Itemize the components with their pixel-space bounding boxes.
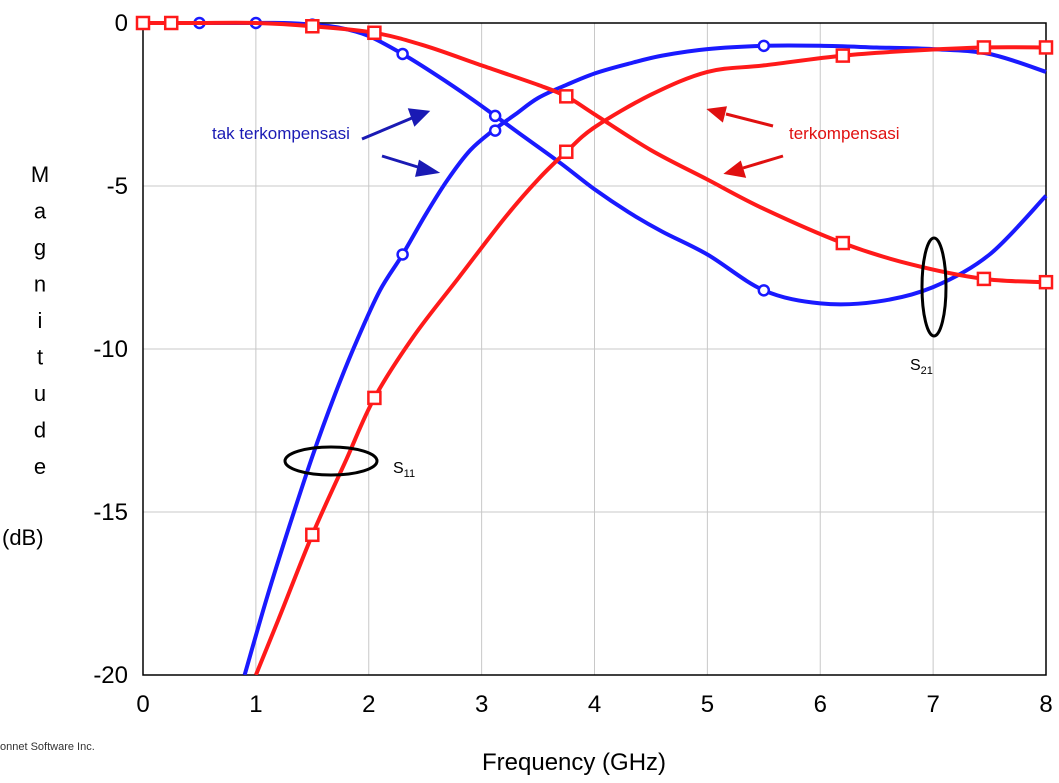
- series-marker-3: [1038, 274, 1054, 290]
- x-tick-label: 1: [249, 691, 262, 718]
- y-axis-label-letter: i: [38, 308, 43, 333]
- x-tick-label: 6: [814, 691, 827, 718]
- series-line-0: [242, 43, 1047, 675]
- x-tick-label: 8: [1039, 691, 1052, 718]
- annotation-compensated: terkompensasi: [789, 124, 900, 143]
- y-axis-label-letter: g: [34, 235, 46, 260]
- x-axis-label: Frequency (GHz): [482, 749, 666, 776]
- series-marker-0: [757, 39, 771, 53]
- x-tick-labels: 0 1 2 3 4 5 6 7 8: [136, 691, 1052, 718]
- series-marker-3: [367, 25, 382, 41]
- series-marker-2: [1038, 40, 1054, 55]
- arrow-compensated-upper: [706, 106, 774, 128]
- y-tick-label: -20: [93, 662, 128, 689]
- series-layer: [135, 15, 1054, 675]
- series-marker-3: [135, 15, 151, 31]
- s11-label: S11: [393, 460, 415, 480]
- x-tick-label: 7: [926, 691, 939, 718]
- watermark: onnet Software Inc.: [0, 741, 95, 753]
- series-marker-1: [757, 284, 771, 297]
- annotation-uncompensated: tak terkompensasi: [212, 124, 350, 143]
- y-tick-label: 0: [115, 10, 128, 37]
- series-marker-3: [559, 89, 574, 104]
- y-axis-label-letter: a: [34, 199, 47, 224]
- plot-frame: [142, 22, 1047, 676]
- y-axis-label-letter: n: [34, 272, 46, 297]
- y-axis-label-letter: e: [34, 454, 46, 479]
- x-tick-label: 3: [475, 691, 488, 718]
- series-marker-2: [835, 48, 851, 63]
- y-axis-label-letter: d: [34, 418, 46, 443]
- series-marker-1: [488, 109, 502, 123]
- s21-label: S21: [910, 357, 933, 377]
- arrow-uncompensated-upper: [361, 108, 431, 141]
- arrow-compensated-lower: [723, 154, 784, 178]
- y-axis-unit: (dB): [2, 525, 44, 550]
- grid: [143, 23, 1046, 675]
- x-tick-label: 0: [136, 691, 149, 718]
- y-axis-label-letter: t: [37, 345, 43, 370]
- arrow-uncompensated-lower: [381, 154, 441, 177]
- series-marker-3: [976, 271, 992, 287]
- series-marker-3: [305, 19, 320, 34]
- x-tick-label: 2: [362, 691, 375, 718]
- x-tick-label: 4: [588, 691, 601, 718]
- y-axis-label-letter: M: [31, 162, 49, 187]
- series-marker-3: [163, 15, 179, 31]
- series-marker-0: [396, 248, 409, 261]
- y-tick-labels: 0 -5 -10 -15 -20: [93, 10, 128, 689]
- y-tick-label: -10: [93, 336, 128, 363]
- series-marker-2: [559, 144, 574, 160]
- series-marker-0: [488, 124, 502, 137]
- s21-ellipse: [920, 236, 948, 338]
- series-marker-3: [835, 235, 851, 251]
- x-tick-label: 5: [701, 691, 714, 718]
- y-tick-label: -15: [93, 499, 128, 526]
- y-axis-label-letter: u: [34, 381, 46, 406]
- series-marker-2: [305, 527, 320, 543]
- y-tick-label: -5: [107, 173, 128, 200]
- series-marker-2: [976, 40, 992, 55]
- series-marker-1: [396, 47, 409, 61]
- s11-ellipse: [283, 445, 379, 477]
- series-marker-2: [367, 390, 382, 406]
